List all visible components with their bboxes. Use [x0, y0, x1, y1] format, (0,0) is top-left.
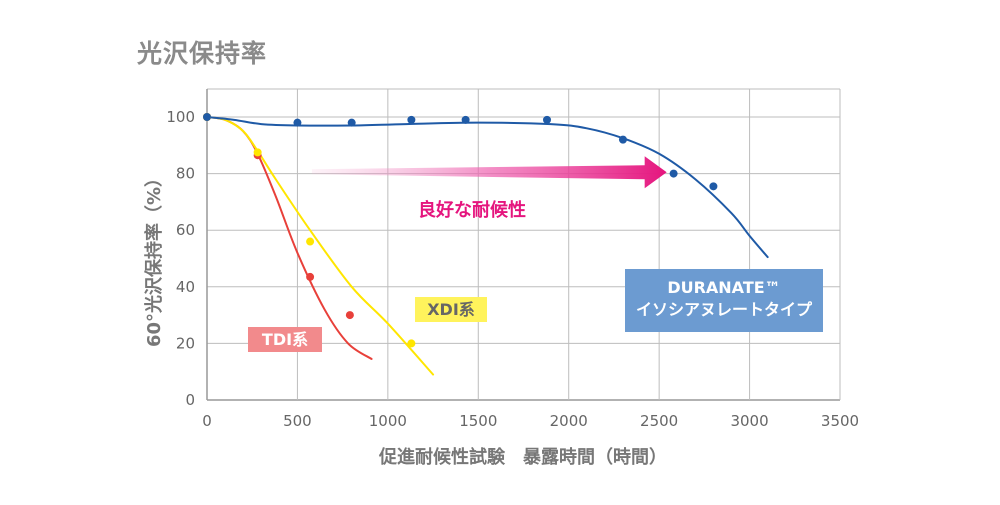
legend-tdi: TDI系 [248, 327, 322, 352]
data-point [293, 118, 302, 127]
data-point [345, 311, 354, 320]
arrow-shape [311, 156, 667, 189]
x-tick-label: 3000 [730, 412, 768, 430]
series-line [206, 116, 435, 376]
x-tick-label: 500 [283, 412, 312, 430]
x-tick-label: 1500 [459, 412, 497, 430]
x-axis-label: 促進耐候性試験 暴露時間（時間） [378, 446, 667, 468]
y-tick-label: 100 [166, 108, 195, 126]
y-tick-label: 60 [176, 221, 195, 239]
legend-duranate-line1: DURANATE™ [667, 278, 781, 297]
legend-xdi: XDI系 [415, 297, 487, 322]
annotation-weatherability: 良好な耐候性 [418, 200, 526, 221]
data-point [669, 169, 678, 178]
improvement-arrow [311, 156, 667, 189]
data-point [461, 115, 470, 124]
data-point [347, 118, 356, 127]
data-point [306, 272, 315, 281]
x-tick-label: 3500 [821, 412, 859, 430]
x-tick-label: 0 [202, 412, 212, 430]
x-tick-label: 1000 [369, 412, 407, 430]
data-point [543, 115, 552, 124]
x-tick-label: 2000 [550, 412, 588, 430]
page-title: 光沢保持率 [137, 39, 268, 68]
y-tick-label: 0 [185, 391, 195, 409]
data-point [618, 135, 627, 144]
series-line [206, 116, 769, 259]
data-point [407, 339, 416, 348]
series-line [206, 116, 373, 360]
legend-duranate-line2: イソシアヌレートタイプ [635, 300, 812, 319]
y-tick-label: 80 [176, 165, 195, 183]
legend-duranate: DURANATE™ イソシアヌレートタイプ [625, 269, 823, 332]
y-tick-label: 40 [176, 278, 195, 296]
data-point [709, 182, 718, 191]
data-point [203, 113, 211, 121]
y-tick-label: 20 [176, 334, 195, 352]
grid [206, 88, 841, 401]
x-tick-label: 2500 [640, 412, 678, 430]
data-point [407, 115, 416, 124]
data-point [253, 148, 262, 157]
data-point [306, 237, 315, 246]
series-points [203, 113, 718, 348]
y-axis-label: 60°光沢保持率（%） [143, 169, 165, 347]
series-lines [206, 116, 769, 376]
